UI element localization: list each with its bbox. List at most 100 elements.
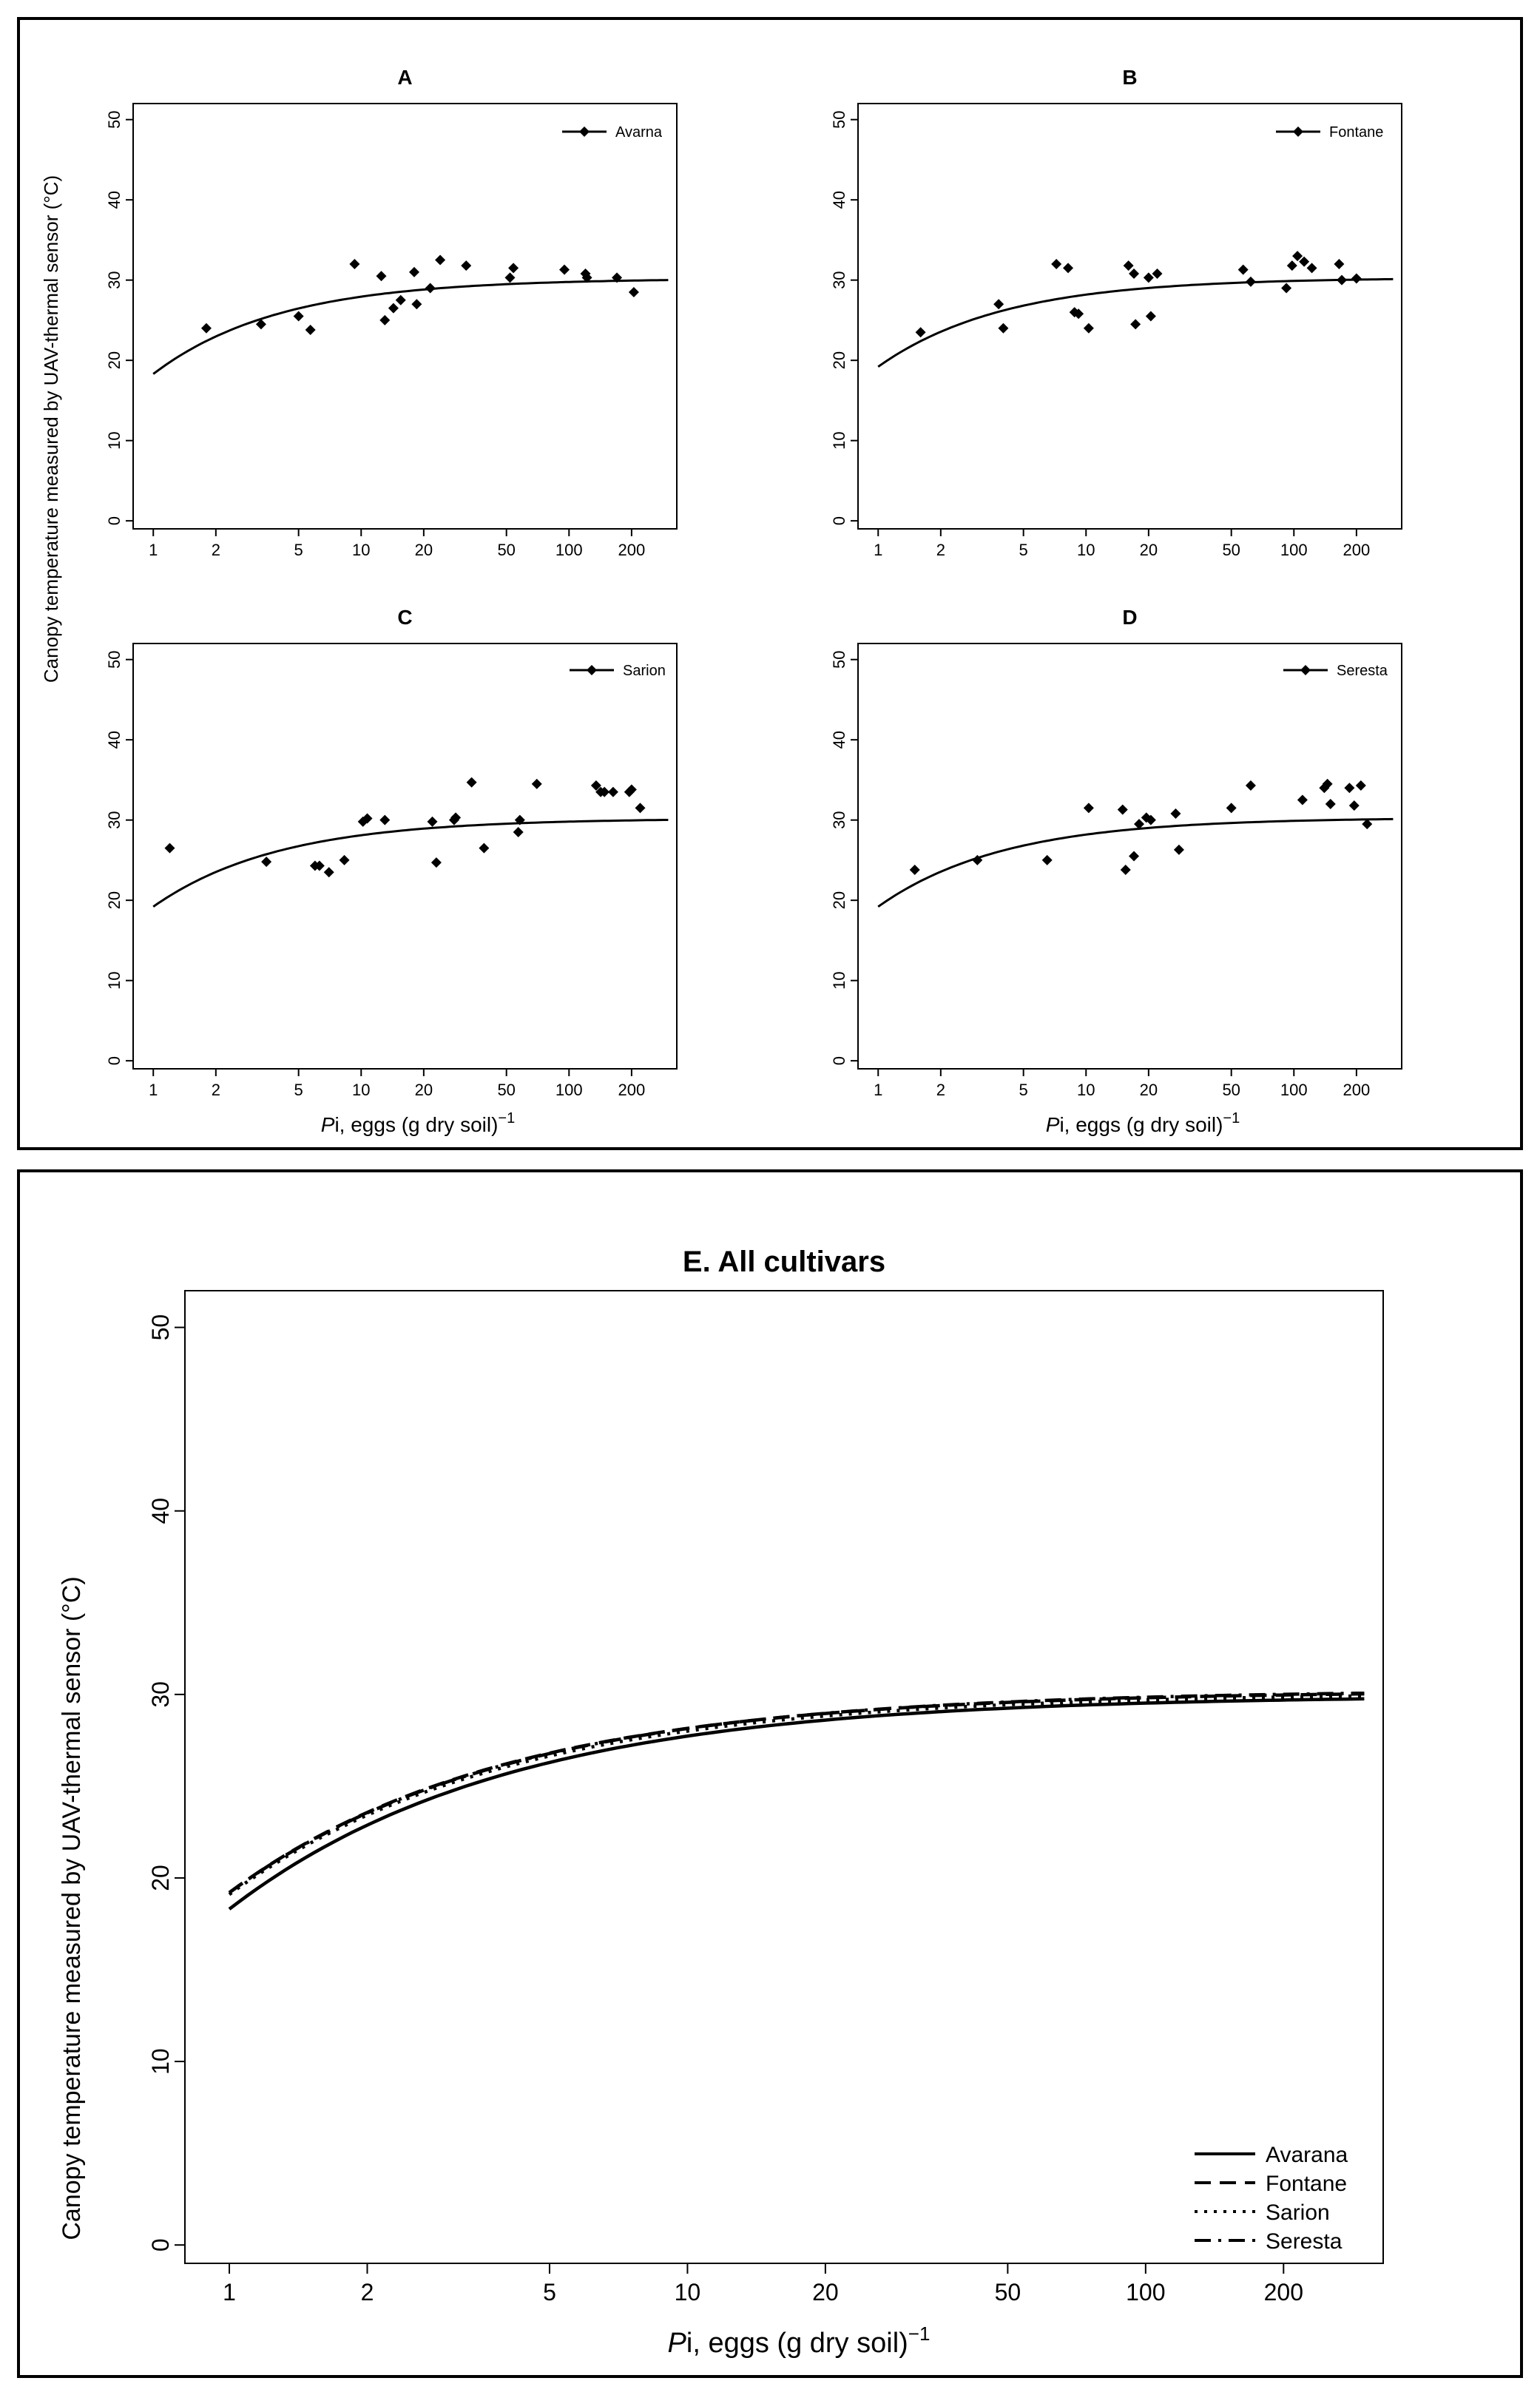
data-point	[514, 814, 525, 825]
panel-frame-abcd	[17, 17, 1523, 1150]
y-tick-label: 40	[830, 731, 848, 749]
x-tick-label: 50	[497, 541, 515, 559]
data-point	[1245, 780, 1256, 791]
data-point	[559, 264, 570, 275]
chart-title: C	[397, 606, 412, 629]
x-tick-label: 200	[618, 1081, 646, 1099]
data-point	[1170, 808, 1181, 819]
data-point	[626, 784, 637, 795]
data-point	[635, 803, 646, 814]
x-tick-label: 1	[874, 541, 882, 559]
x-tick-label: 50	[995, 2279, 1021, 2306]
data-point	[1299, 256, 1310, 267]
data-point	[1117, 804, 1128, 815]
data-point	[1325, 798, 1336, 809]
data-point	[379, 314, 391, 325]
data-point	[1063, 263, 1074, 274]
chart-title: A	[397, 66, 412, 89]
data-point	[909, 864, 920, 875]
data-point	[1292, 251, 1303, 262]
legend-label-fontane: Fontane	[1266, 2172, 1347, 2196]
y-axis-label-e: Canopy temperature measured by UAV-therm…	[58, 1576, 86, 2240]
fit-curve	[877, 277, 1394, 368]
legend-label-seresta: Seresta	[1266, 2229, 1343, 2254]
data-point	[599, 786, 610, 797]
data-point	[408, 266, 419, 277]
y-tick-label: 50	[830, 110, 848, 128]
y-tick-label: 30	[105, 271, 124, 288]
data-point	[915, 327, 926, 338]
data-point	[1145, 814, 1156, 825]
chart-title: D	[1122, 606, 1137, 629]
data-point	[993, 299, 1004, 310]
data-point	[200, 322, 212, 334]
x-tick-label: 100	[555, 541, 583, 559]
legend-marker	[1300, 665, 1311, 675]
data-point	[411, 299, 422, 310]
data-point	[513, 826, 524, 837]
x-tick-label: 10	[352, 541, 370, 559]
data-point	[430, 857, 442, 868]
x-axis-label-sup: −1	[1223, 1110, 1240, 1126]
x-tick-label: 20	[1140, 541, 1158, 559]
data-point	[1297, 794, 1308, 805]
data-point	[1133, 819, 1144, 830]
data-point	[1344, 783, 1355, 794]
x-tick-label: 10	[352, 1081, 370, 1099]
x-tick-label: 200	[618, 541, 646, 559]
data-point	[362, 813, 373, 824]
data-point	[450, 812, 462, 823]
x-axis-label-d: Pi, eggs (g dry soil)−1	[1046, 1110, 1240, 1136]
x-tick-label: 50	[1222, 1081, 1240, 1099]
chart-b: B 1 2 5 10 20 50 100 200 0 10 20 30 40 50 Fontane	[830, 66, 1402, 559]
y-tick-label: 0	[147, 2238, 174, 2252]
data-point	[612, 272, 623, 283]
y-tick-label: 0	[105, 516, 124, 525]
legend-label: Avarna	[615, 124, 663, 141]
y-tick-label: 30	[147, 1681, 174, 1708]
y-tick-label: 10	[830, 431, 848, 449]
legend-label: Seresta	[1337, 663, 1388, 679]
panel-frame-e	[17, 1169, 1523, 2378]
x-axis-label-c: Pi, eggs (g dry soil)−1	[321, 1110, 515, 1136]
x-tick-label: 20	[415, 541, 433, 559]
data-point	[323, 867, 334, 878]
plot-area	[132, 103, 678, 530]
y-tick-label: 30	[830, 811, 848, 828]
legend-label-avarana: Avarana	[1266, 2143, 1348, 2167]
data-point	[1226, 803, 1237, 814]
y-axis-label-top: Canopy temperature measured by UAV-therm…	[40, 175, 62, 683]
y-tick-label: 20	[147, 1865, 174, 1891]
data-point	[376, 271, 387, 282]
data-point	[590, 780, 601, 791]
data-point	[1306, 263, 1317, 274]
data-point	[504, 272, 516, 283]
y-tick-label: 50	[105, 650, 124, 668]
x-axis-label-rest: i, eggs (g dry soil)	[334, 1113, 498, 1136]
x-axis-label-rest: i, eggs (g dry soil)	[686, 2328, 908, 2359]
series-line-seresta	[228, 1691, 1365, 1894]
data-point	[628, 286, 639, 297]
data-point	[479, 842, 490, 854]
x-tick-label: 1	[149, 1081, 158, 1099]
data-point	[1245, 276, 1256, 287]
x-tick-label: 2	[212, 541, 220, 559]
data-point	[581, 272, 592, 283]
y-tick-label: 10	[147, 2048, 174, 2075]
y-tick-label: 40	[147, 1498, 174, 1524]
x-tick-label: 200	[1264, 2279, 1303, 2306]
data-point	[461, 260, 472, 271]
data-point	[1123, 260, 1134, 271]
data-point	[1145, 311, 1156, 322]
x-tick-label: 1	[874, 1081, 882, 1099]
y-tick-label: 30	[105, 811, 124, 828]
x-tick-label: 10	[1077, 1081, 1095, 1099]
fit-curve	[152, 279, 669, 375]
data-point	[1237, 264, 1249, 275]
data-point	[466, 777, 477, 788]
chart-title: E. All cultivars	[683, 1246, 885, 1278]
data-point	[1083, 322, 1094, 334]
data-point	[508, 263, 519, 274]
y-tick-label: 10	[105, 971, 124, 989]
